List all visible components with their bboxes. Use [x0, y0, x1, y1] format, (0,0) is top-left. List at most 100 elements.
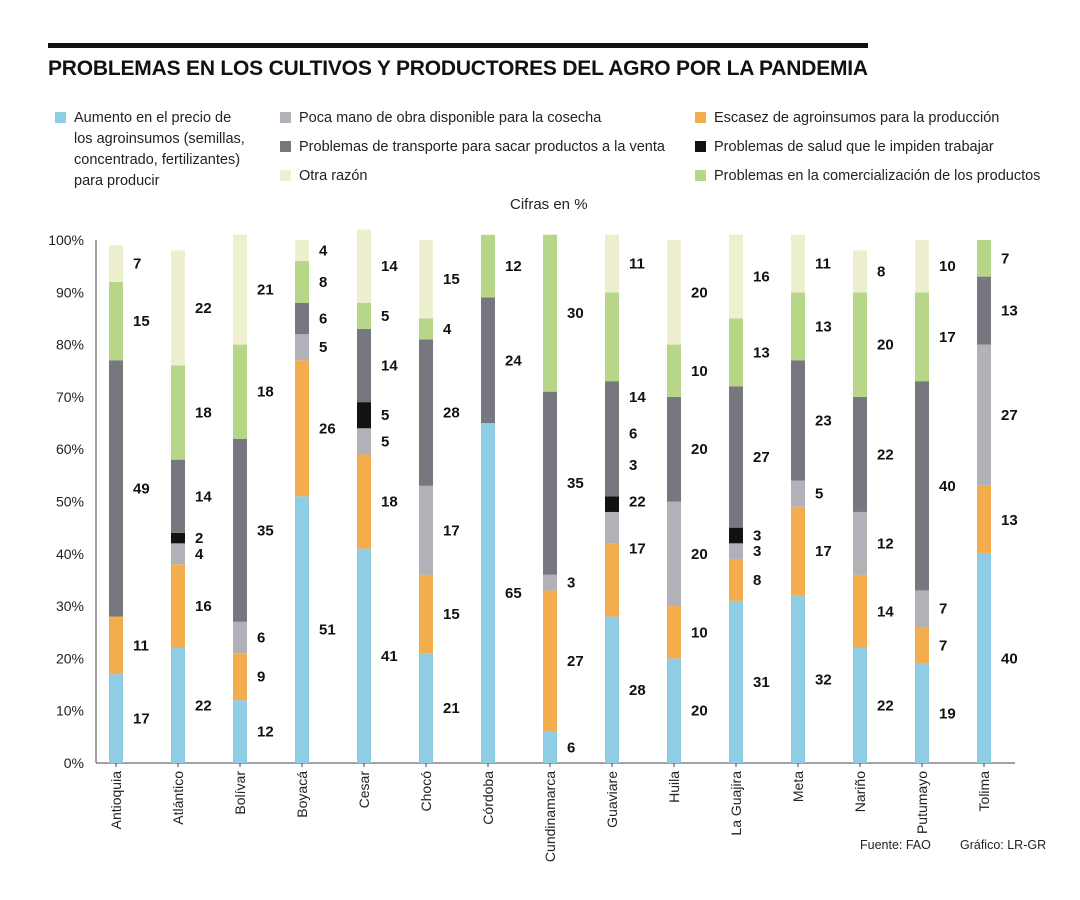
category-label: La Guajira [728, 771, 744, 836]
data-label: 16 [753, 269, 770, 286]
bar-segment-precio [171, 647, 185, 763]
data-label: 10 [939, 258, 956, 275]
data-label: 49 [133, 480, 150, 497]
data-label: 40 [1001, 650, 1018, 667]
bar-segment-mano [977, 344, 991, 486]
legend-item-comercializacion: Problemas en la comercialización de los … [695, 166, 1040, 187]
data-label: 7 [133, 256, 141, 273]
bar-segment-comercializacion [357, 302, 371, 329]
data-label: 24 [505, 352, 522, 369]
bar-segment-transporte [295, 302, 309, 335]
y-tick-label: 40% [56, 546, 84, 562]
bar-segment-escasez [791, 506, 805, 596]
data-label: 31 [753, 674, 770, 691]
category-label: Cesar [356, 771, 372, 809]
bar-segment-mano [605, 511, 619, 544]
legend-swatch [280, 141, 291, 152]
data-label: 27 [567, 653, 584, 670]
legend-item-salud: Problemas de salud que le impiden trabaj… [695, 137, 994, 158]
bar-segment-precio [109, 674, 123, 763]
y-tick-label: 100% [48, 232, 84, 248]
bar-segment-precio [605, 616, 619, 763]
data-label: 14 [629, 389, 646, 406]
bar-segment-comercializacion [295, 260, 309, 303]
bar-segment-transporte [915, 381, 929, 591]
bar-segment-otra [791, 234, 805, 293]
data-label: 13 [1001, 512, 1018, 529]
legend-label: Problemas en la comercialización de los … [714, 168, 1041, 184]
category-label: Putumayo [914, 771, 930, 834]
source-note: Fuente: FAO [860, 838, 931, 852]
data-label: 15 [133, 313, 150, 330]
data-label: 15 [443, 606, 460, 623]
category-label: Bolívar [232, 771, 248, 815]
bar-segment-mano [543, 574, 557, 591]
legend-swatch [695, 112, 706, 123]
data-label: 6 [319, 310, 327, 327]
category-label: Córdoba [480, 771, 496, 825]
data-label: 22 [195, 697, 212, 714]
bar-segment-precio [915, 663, 929, 763]
bar-segment-mano [233, 621, 247, 654]
data-label: 17 [443, 522, 460, 539]
data-label: 15 [443, 271, 460, 288]
data-label: 8 [753, 572, 761, 589]
bar-segment-comercializacion [543, 234, 557, 392]
y-tick-label: 10% [56, 703, 84, 719]
bar-segment-mano [295, 334, 309, 361]
data-label: 6 [257, 629, 265, 646]
data-label: 17 [939, 329, 956, 346]
data-label: 41 [381, 648, 398, 665]
data-label: 6 [629, 426, 637, 443]
bar-segment-mano [853, 511, 867, 575]
data-label: 13 [1001, 303, 1018, 320]
bar-segment-precio [543, 731, 557, 763]
bar-segment-comercializacion [171, 365, 185, 460]
bar-segment-escasez [233, 653, 247, 701]
y-tick-label: 60% [56, 441, 84, 457]
data-label: 20 [877, 337, 894, 354]
bar-segment-precio [357, 548, 371, 763]
data-label: 7 [939, 637, 947, 654]
data-label: 22 [877, 697, 894, 714]
data-label: 14 [195, 488, 212, 505]
y-tick-label: 20% [56, 650, 84, 666]
bar-segment-salud [171, 532, 185, 544]
data-label: 22 [629, 494, 646, 511]
data-label: 27 [1001, 407, 1018, 424]
bar-segment-escasez [729, 559, 743, 601]
bar-segment-mano [419, 485, 433, 575]
data-label: 21 [257, 282, 274, 299]
data-label: 12 [257, 724, 274, 741]
y-tick-label: 50% [56, 494, 84, 510]
data-label: 14 [381, 358, 398, 375]
data-label: 40 [939, 478, 956, 495]
data-label: 13 [815, 318, 832, 335]
bar-segment-escasez [295, 360, 309, 497]
data-label: 26 [319, 420, 336, 437]
data-label: 8 [877, 263, 885, 280]
bar-segment-precio [791, 595, 805, 763]
bar-segment-transporte [729, 386, 743, 528]
legend-item-mano: Poca mano de obra disponible para la cos… [280, 108, 601, 129]
legend-label: Poca mano de obra disponible para la cos… [299, 110, 602, 126]
bar-segment-comercializacion [667, 344, 681, 397]
bar-segment-comercializacion [605, 292, 619, 382]
category-label: Cundinamarca [542, 771, 558, 862]
data-label: 30 [567, 305, 584, 322]
data-label: 27 [753, 449, 770, 466]
data-label: 32 [815, 671, 832, 688]
legend-swatch [695, 141, 706, 152]
legend-label: Problemas de salud que le impiden trabaj… [714, 139, 994, 155]
bar-segment-comercializacion [109, 281, 123, 361]
bar-segment-mano [357, 428, 371, 455]
bar-segment-escasez [667, 606, 681, 659]
bar-segment-comercializacion [791, 292, 805, 361]
legend-item-escasez: Escasez de agroinsumos para la producció… [695, 108, 999, 129]
bar-segment-otra [171, 250, 185, 366]
data-label: 14 [877, 603, 894, 620]
data-label: 5 [381, 433, 389, 450]
data-label: 14 [381, 258, 398, 275]
data-label: 10 [691, 363, 708, 380]
bar-segment-salud [357, 402, 371, 429]
